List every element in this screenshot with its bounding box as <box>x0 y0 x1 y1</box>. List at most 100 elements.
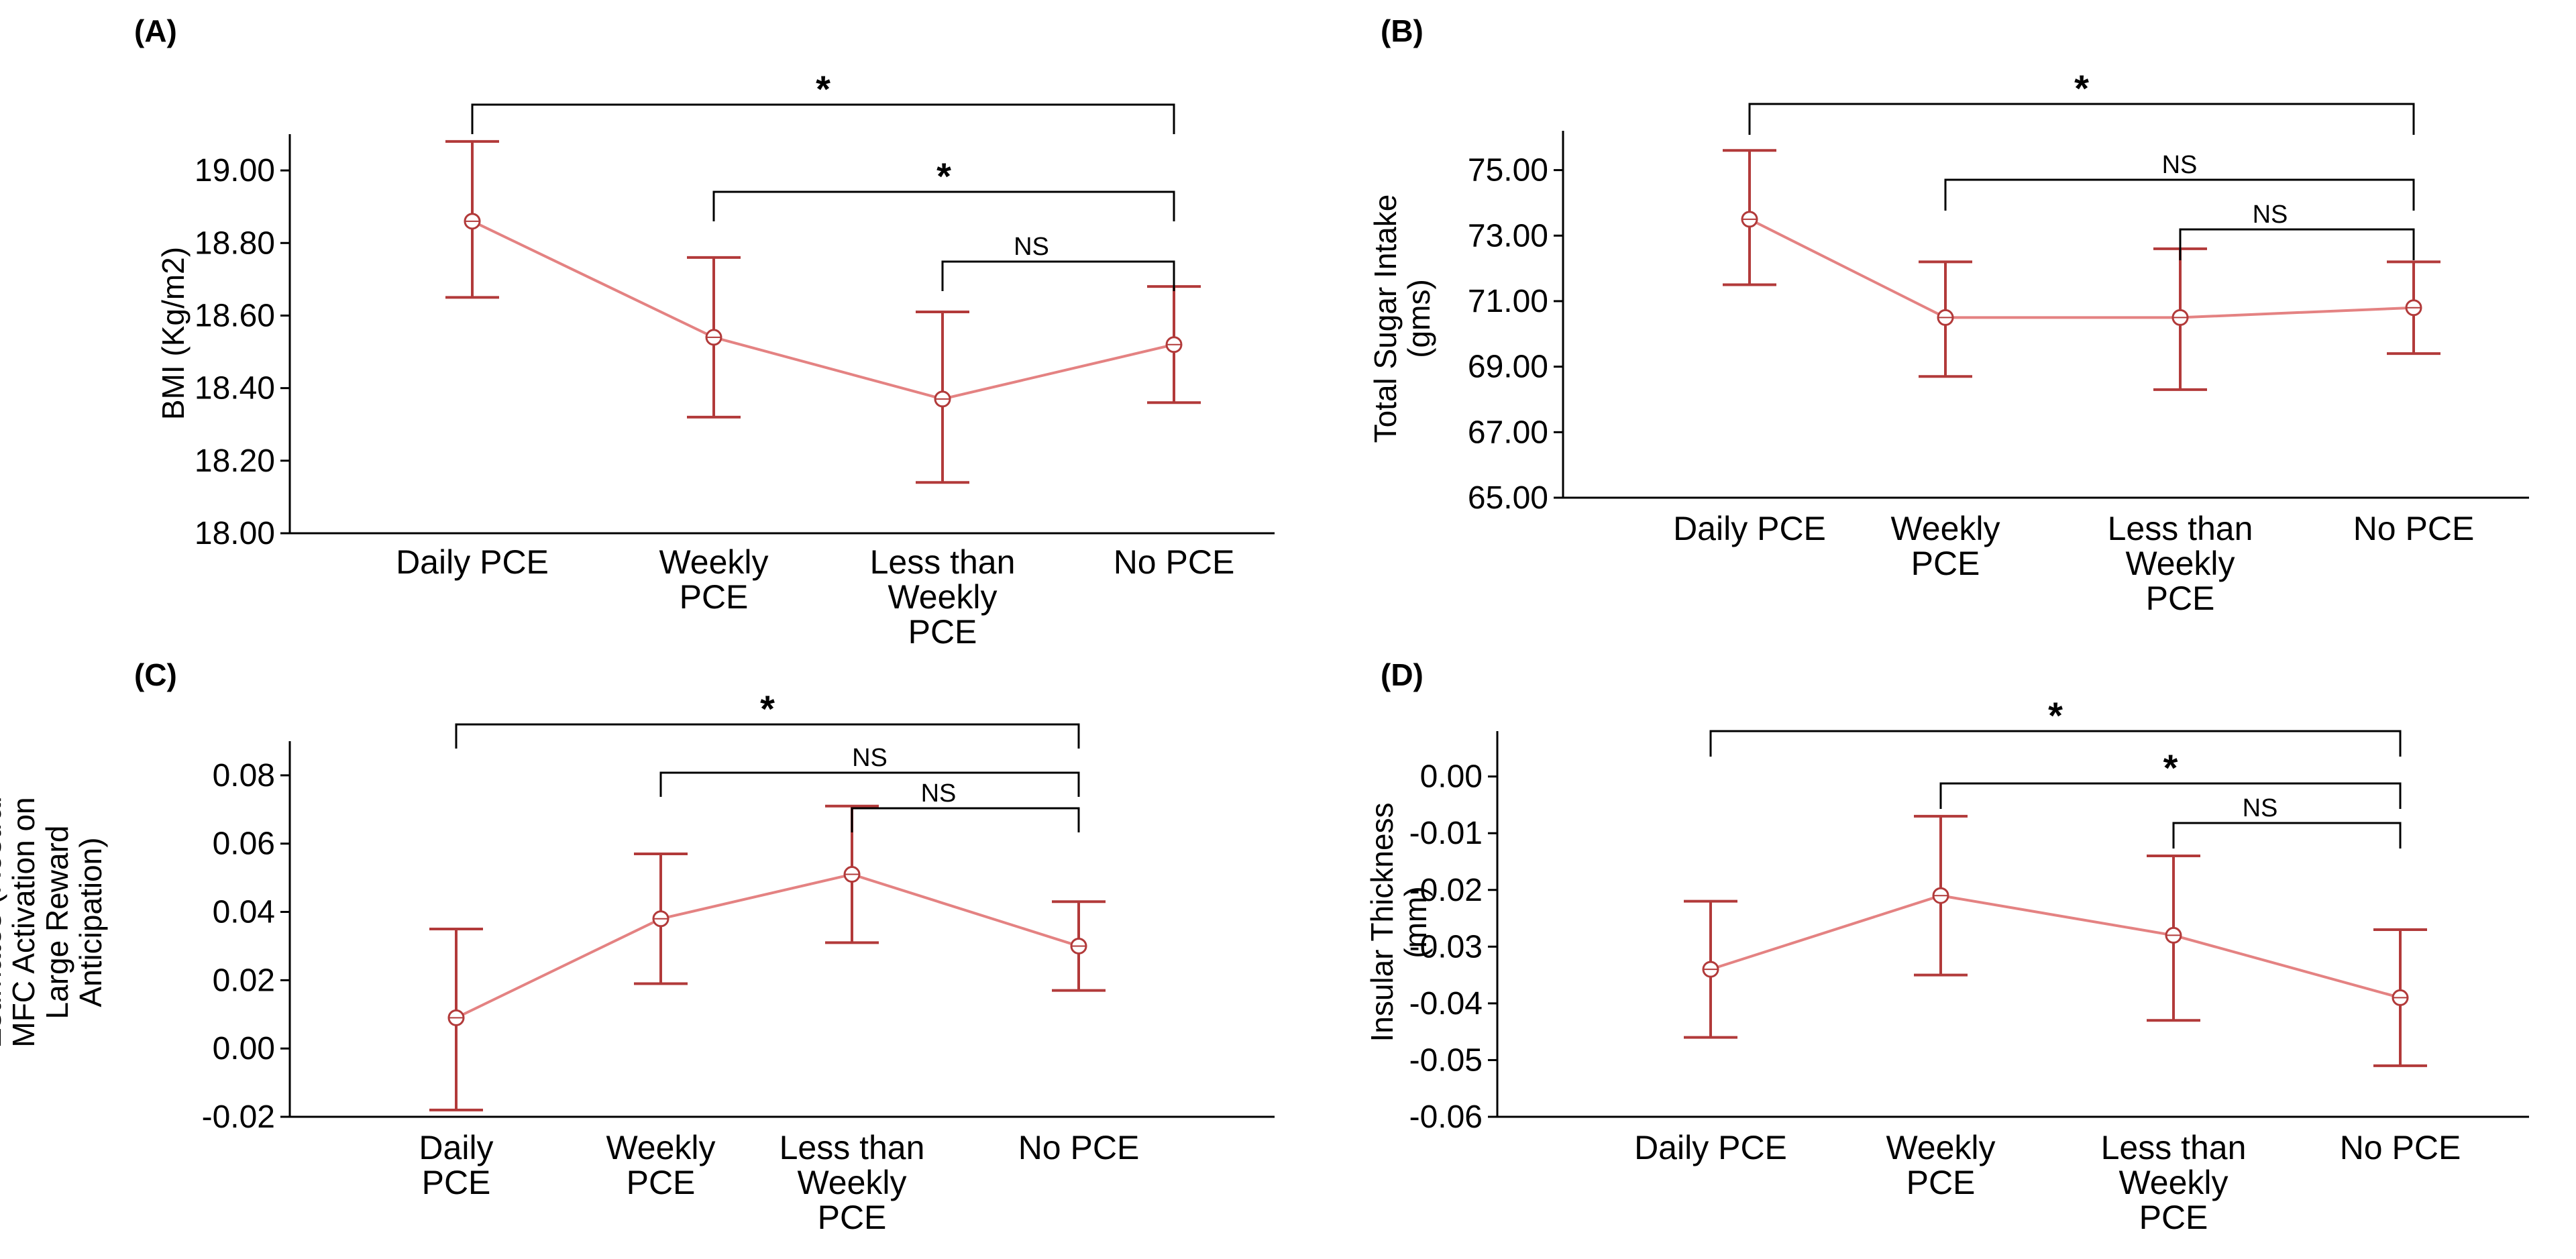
significance-label: * <box>2074 67 2089 109</box>
x-category-label: No PCE <box>2340 1129 2461 1166</box>
significance-bracket <box>2179 228 2415 260</box>
y-tick-label: 18.00 <box>195 516 275 551</box>
mean-line <box>1749 218 2414 319</box>
x-category-label: Less than <box>2108 510 2253 547</box>
y-axis-label: Insular Thickness <box>1364 802 1399 1042</box>
significance-label: NS <box>2243 794 2278 822</box>
significance-bracket <box>2172 822 2402 849</box>
significance-bracket <box>1944 178 2415 211</box>
x-category-label: Daily <box>419 1129 493 1166</box>
panel-label: (D) <box>1381 657 1424 692</box>
y-tick-label: 0.00 <box>213 1031 275 1066</box>
x-category-label: Weekly <box>888 578 997 616</box>
significance-bracket <box>941 260 1175 291</box>
x-category-label: Daily PCE <box>1634 1129 1787 1166</box>
mean-line <box>1710 894 2401 999</box>
y-tick-label: 0.06 <box>213 826 275 862</box>
panel-a: (A) 18.00 18.20 18.40 18.60 18.80 19.00 BMI (K… <box>134 13 1275 651</box>
y-tick-label: -0.03 <box>1409 929 1483 965</box>
x-category-label: Weekly <box>797 1164 906 1201</box>
y-axis-label: BMI (Kg/m2) <box>156 247 191 420</box>
y-tick-label: 0.02 <box>213 963 275 998</box>
y-tick-label: 19.00 <box>195 153 275 188</box>
y-tick-label: -0.06 <box>1409 1099 1483 1135</box>
significance-bracket <box>851 807 1080 832</box>
significance-label: NS <box>921 779 957 808</box>
significance-label: * <box>2048 694 2063 736</box>
significance-label: * <box>816 68 830 110</box>
significance-bracket <box>712 190 1175 221</box>
y-tick-label: 18.20 <box>195 443 275 479</box>
y-tick-label: 67.00 <box>1468 415 1548 450</box>
x-category-label: Less than <box>870 543 1016 581</box>
y-axis-label: MFC Activation on <box>6 797 41 1047</box>
x-category-label: Weekly <box>659 543 768 581</box>
panel-c: (C) -0.02 0.00 0.02 0.04 0.06 0.08 Estimates (… <box>0 657 1275 1236</box>
x-category-label: PCE <box>2146 580 2215 617</box>
x-category-label: No PCE <box>2353 510 2475 547</box>
x-category-label: PCE <box>2139 1199 2208 1236</box>
y-tick-label: 18.40 <box>195 371 275 406</box>
significance-label: NS <box>1014 233 1049 261</box>
mean-line <box>455 873 1079 1020</box>
panel-label: (B) <box>1381 13 1424 48</box>
x-category-label: PCE <box>908 613 977 651</box>
y-tick-label: 0.08 <box>213 758 275 793</box>
y-tick-label: 0.00 <box>1420 759 1483 795</box>
y-tick-label: -0.05 <box>1409 1042 1483 1078</box>
y-tick-label: 69.00 <box>1468 349 1548 385</box>
x-category-label: Weekly <box>1890 510 2000 547</box>
x-category-label: PCE <box>422 1164 491 1201</box>
significance-label: * <box>2163 747 2178 789</box>
panel-d: (D) -0.06 -0.05 -0.04 -0.03 -0.02 -0.01 0.00 In… <box>1364 657 2529 1236</box>
panel-label: (A) <box>134 13 177 48</box>
x-category-label: Less than <box>780 1129 925 1166</box>
y-tick-label: 18.60 <box>195 298 275 333</box>
y-tick-label: 18.80 <box>195 225 275 261</box>
x-category-label: PCE <box>818 1199 887 1236</box>
significance-bracket <box>1709 730 2402 757</box>
y-tick-label: -0.04 <box>1409 986 1483 1022</box>
significance-label: NS <box>2253 201 2288 229</box>
y-axis-label: Large Reward <box>40 826 74 1020</box>
y-tick-label: -0.02 <box>202 1099 275 1135</box>
significance-bracket <box>1939 782 2402 809</box>
significance-bracket <box>1748 103 2415 135</box>
significance-label: * <box>936 155 951 197</box>
y-axis-label: Estimates (Rostral <box>0 796 7 1048</box>
significance-bracket <box>471 103 1175 134</box>
x-category-label: PCE <box>680 578 749 616</box>
x-category-label: Daily PCE <box>396 543 549 581</box>
x-category-label: Daily PCE <box>1673 510 1826 547</box>
mean-line <box>472 220 1175 400</box>
significance-label: NS <box>852 744 888 772</box>
y-tick-label: 73.00 <box>1468 218 1548 254</box>
y-tick-label: 71.00 <box>1468 284 1548 319</box>
panel-b: (B) 65.00 67.00 69.00 71.00 73.00 75.00 Total … <box>1368 13 2529 617</box>
y-axis-label: (mm) <box>1398 886 1433 958</box>
y-tick-label: 0.04 <box>213 895 275 930</box>
x-category-label: Less than <box>2101 1129 2247 1166</box>
y-axis-label: (gms) <box>1401 279 1436 358</box>
y-tick-label: 65.00 <box>1468 480 1548 516</box>
x-category-label: No PCE <box>1018 1129 1140 1166</box>
significance-bracket <box>455 723 1080 749</box>
significance-label: NS <box>2162 151 2198 179</box>
y-tick-label: 75.00 <box>1468 153 1548 188</box>
x-category-label: Weekly <box>2118 1164 2228 1201</box>
x-category-label: No PCE <box>1114 543 1235 581</box>
x-category-label: Weekly <box>2125 545 2235 582</box>
significance-bracket <box>659 771 1080 797</box>
panel-label: (C) <box>134 657 177 692</box>
x-category-label: Weekly <box>606 1129 715 1166</box>
x-category-label: PCE <box>1911 545 1980 582</box>
y-axis-label: Anticipation) <box>73 837 108 1007</box>
y-axis-label: Total Sugar Intake <box>1368 195 1403 443</box>
x-category-label: PCE <box>1907 1164 1976 1201</box>
x-category-label: PCE <box>627 1164 696 1201</box>
y-tick-label: -0.02 <box>1409 873 1483 908</box>
significance-label: * <box>760 688 775 730</box>
y-tick-label: -0.01 <box>1409 816 1483 851</box>
x-category-label: Weekly <box>1886 1129 1995 1166</box>
